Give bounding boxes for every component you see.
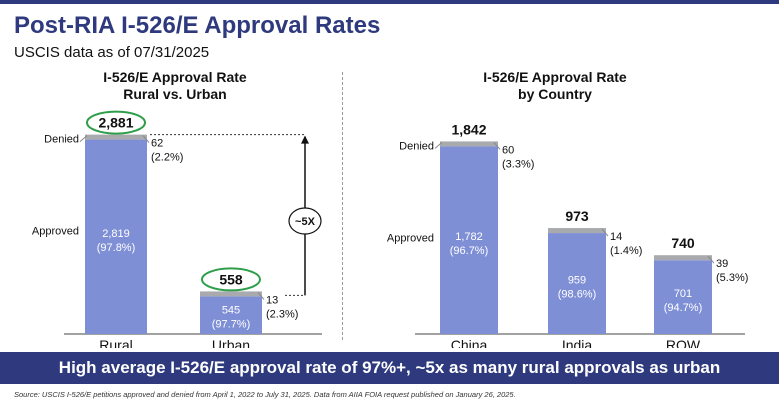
category-label-urban: Urban bbox=[212, 337, 250, 348]
total-highlight-urban bbox=[201, 267, 261, 292]
row-label-denied: Denied bbox=[44, 134, 79, 146]
bar-denied-india bbox=[548, 228, 606, 234]
total-label-rural: 2,881 bbox=[98, 115, 133, 131]
denied-value-china: 60 bbox=[502, 144, 514, 156]
annotation-label: ~5X bbox=[295, 216, 316, 228]
bar-denied-china bbox=[440, 141, 498, 147]
category-label-china: China bbox=[451, 337, 488, 348]
row-label-denied-leader bbox=[79, 135, 88, 142]
summary-banner: High average I-526/E approval rate of 97… bbox=[0, 352, 779, 384]
source-note: Source: USCIS I-526/E petitions approved… bbox=[14, 390, 516, 399]
denied-value-india: 14 bbox=[610, 231, 622, 243]
denied-leader-row bbox=[707, 255, 715, 264]
country-chart-panel: I-526/E Approval Rate by Country China 1,… bbox=[345, 66, 765, 348]
denied-leader-china bbox=[493, 142, 501, 150]
approved-pct-rural: (97.8%) bbox=[97, 242, 136, 254]
bar-denied-urban bbox=[200, 291, 262, 297]
approved-value-india: 959 bbox=[568, 275, 586, 287]
denied-pct-row: (5.3%) bbox=[716, 272, 748, 284]
bar-denied-row bbox=[654, 255, 712, 261]
denied-leader-rural bbox=[142, 135, 150, 143]
denied-value-urban: 13 bbox=[266, 294, 278, 306]
bar-denied-rural bbox=[85, 134, 147, 140]
bar-approved-china bbox=[440, 146, 498, 334]
total-label-india: 973 bbox=[565, 208, 589, 224]
category-label-row: ROW bbox=[666, 337, 701, 348]
total-label-urban: 558 bbox=[219, 271, 243, 287]
right-chart-subtitle: by Country bbox=[518, 86, 592, 102]
total-label-china: 1,842 bbox=[451, 121, 486, 137]
denied-pct-india: (1.4%) bbox=[610, 245, 642, 257]
left-chart-subtitle: Rural vs. Urban bbox=[123, 86, 226, 102]
row-label-approved: Approved bbox=[387, 232, 434, 244]
denied-value-row: 39 bbox=[716, 258, 728, 270]
annotation-arrow-head bbox=[301, 135, 309, 144]
rural-urban-chart-panel: I-526/E Approval Rate Rural vs. Urban Ru… bbox=[0, 66, 340, 348]
approved-pct-row: (94.7%) bbox=[664, 302, 703, 314]
right-chart-title: I-526/E Approval Rate bbox=[483, 69, 627, 85]
page-title: Post-RIA I-526/E Approval Rates bbox=[14, 12, 381, 39]
row-label-denied: Denied bbox=[399, 140, 434, 152]
approved-value-rural: 2,819 bbox=[102, 228, 130, 240]
bar-approved-india bbox=[548, 233, 606, 334]
panel-divider bbox=[342, 72, 343, 340]
total-highlight-rural bbox=[86, 110, 146, 135]
page-subtitle: USCIS data as of 07/31/2025 bbox=[14, 44, 210, 61]
rural-urban-chart: I-526/E Approval Rate Rural vs. Urban Ru… bbox=[32, 69, 322, 348]
denied-leader-urban bbox=[257, 292, 265, 300]
approved-value-china: 1,782 bbox=[455, 231, 483, 243]
top-accent-bar bbox=[0, 0, 779, 4]
total-label-row: 740 bbox=[671, 235, 695, 251]
row-label-denied-leader bbox=[434, 142, 443, 149]
bar-approved-urban bbox=[200, 296, 262, 334]
approved-value-row: 701 bbox=[674, 288, 692, 300]
denied-pct-rural: (2.2%) bbox=[151, 152, 183, 164]
approved-pct-china: (96.7%) bbox=[450, 245, 489, 257]
category-label-rural: Rural bbox=[99, 337, 132, 348]
bar-approved-rural bbox=[85, 139, 147, 334]
annotation-badge bbox=[288, 207, 322, 235]
country-chart: I-526/E Approval Rate by Country China 1,… bbox=[387, 69, 749, 348]
approved-pct-india: (98.6%) bbox=[558, 289, 597, 301]
denied-value-rural: 62 bbox=[151, 138, 163, 150]
approved-pct-urban: (97.7%) bbox=[212, 318, 251, 330]
denied-pct-china: (3.3%) bbox=[502, 158, 534, 170]
denied-pct-urban: (2.3%) bbox=[266, 308, 298, 320]
left-chart-title: I-526/E Approval Rate bbox=[103, 69, 247, 85]
bar-approved-row bbox=[654, 260, 712, 334]
approved-value-urban: 545 bbox=[222, 304, 240, 316]
row-label-approved: Approved bbox=[32, 226, 79, 238]
category-label-india: India bbox=[562, 337, 593, 348]
denied-leader-india bbox=[601, 228, 609, 237]
